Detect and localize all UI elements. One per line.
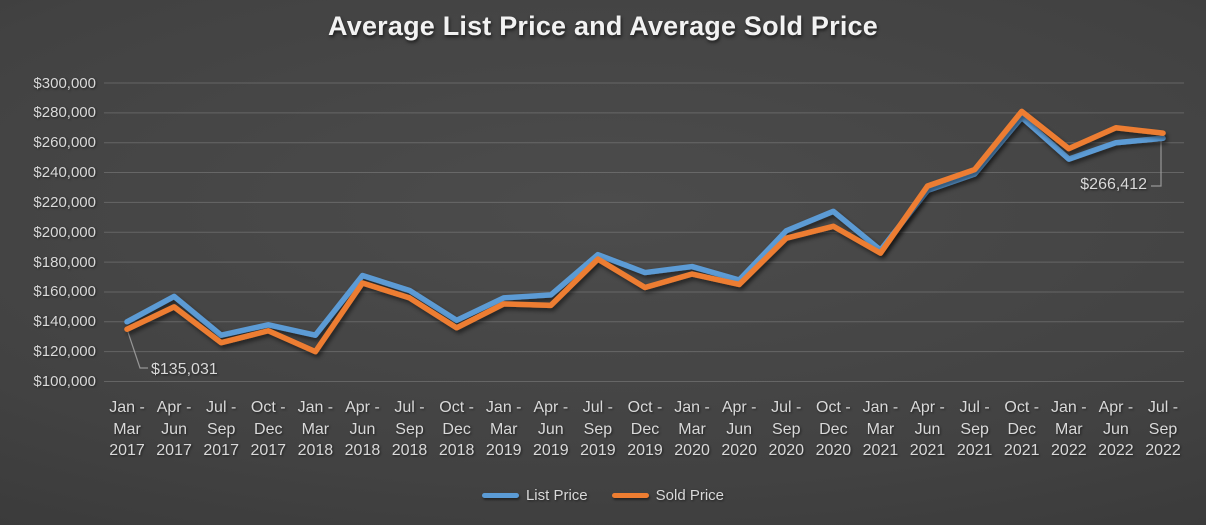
legend-item-label: Sold Price xyxy=(655,486,725,504)
x-axis-tick-label: Apr - Jun 2022 xyxy=(1098,399,1134,459)
y-axis-tick-label: $120,000 xyxy=(33,343,96,361)
x-axis-tick-label: Apr - Jun 2020 xyxy=(721,399,757,459)
y-axis-tick-label: $260,000 xyxy=(33,134,96,152)
legend-line-swatch xyxy=(611,492,649,498)
y-axis-tick-label: $140,000 xyxy=(33,313,96,331)
x-axis-tick-label: Jan - Mar 2017 xyxy=(109,399,145,459)
y-axis-tick-label: $300,000 xyxy=(33,74,96,92)
x-axis-tick-label: Apr - Jun 2017 xyxy=(156,399,192,459)
annotation-leader-line xyxy=(127,332,148,369)
x-axis-tick-label: Jul - Sep 2017 xyxy=(203,399,239,459)
series-line-list-price xyxy=(124,114,1166,338)
y-axis-tick-label: $180,000 xyxy=(33,253,96,271)
x-axis-tick-label: Jul - Sep 2020 xyxy=(768,399,805,459)
x-axis-tick-label: Oct - Dec 2019 xyxy=(627,399,663,459)
y-axis-tick-label: $160,000 xyxy=(33,283,96,301)
chart-title: Average List Price and Average Sold Pric… xyxy=(328,11,878,41)
series-line-sold-price xyxy=(124,108,1166,355)
y-axis-tick-label: $240,000 xyxy=(33,164,96,182)
x-axis-tick-label: Oct - Dec 2020 xyxy=(815,399,852,459)
annotation-last-sold-price: $266,412 xyxy=(1080,176,1147,193)
x-axis-tick-label: Jan - Mar 2020 xyxy=(674,399,710,459)
x-axis-tick-label: Jan - Mar 2018 xyxy=(297,399,334,459)
x-axis-tick-label: Oct - Dec 2017 xyxy=(250,399,287,459)
x-axis-tick-label: Jan - Mar 2019 xyxy=(485,399,522,459)
x-axis-tick-label: Apr - Jun 2018 xyxy=(344,399,381,459)
legend-item-sold-price: Sold Price xyxy=(611,486,725,504)
x-axis-tick-label: Oct - Dec 2021 xyxy=(1003,399,1040,459)
x-axis-tick-label: Jul - Sep 2019 xyxy=(580,399,616,459)
annotation-leader-line xyxy=(1151,136,1162,187)
x-axis-tick-label: Jul - Sep 2021 xyxy=(956,399,993,459)
x-axis-tick-label: Jul - Sep 2018 xyxy=(391,399,428,459)
x-axis-tick-label: Apr - Jun 2021 xyxy=(909,399,946,459)
legend-line-swatch xyxy=(481,492,519,498)
y-axis-tick-label: $100,000 xyxy=(33,373,96,390)
y-axis-tick-label: $220,000 xyxy=(33,193,96,211)
x-axis-tick-label: Oct - Dec 2018 xyxy=(438,399,475,459)
x-axis-tick-label: Jan - Mar 2022 xyxy=(1051,399,1087,459)
x-axis-tick-label: Jan - Mar 2021 xyxy=(862,399,899,459)
y-axis-tick-label: $280,000 xyxy=(33,104,96,122)
x-axis-tick-label: Apr - Jun 2019 xyxy=(533,399,569,459)
legend-item-label: List Price xyxy=(525,486,588,504)
y-axis-tick-label: $200,000 xyxy=(33,223,96,241)
legend: List Price Sold Price xyxy=(0,483,1206,507)
annotation-first-sold-price: $135,031 xyxy=(151,361,218,378)
x-axis-tick-label: Jul - Sep 2022 xyxy=(1145,399,1181,459)
legend-item-list-price: List Price xyxy=(481,486,588,504)
